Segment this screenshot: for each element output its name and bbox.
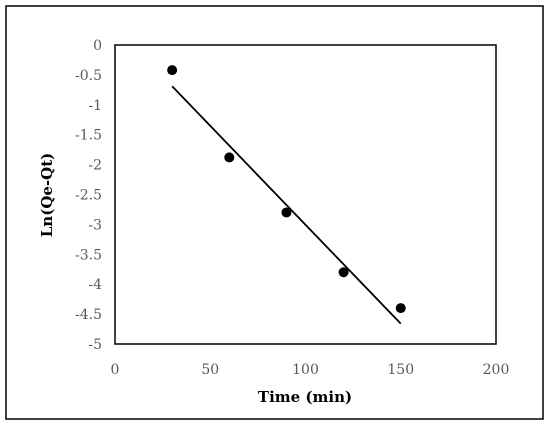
y-tick-label: -2.5 bbox=[75, 188, 102, 204]
x-tick-label: 100 bbox=[292, 362, 319, 378]
x-tick-label: 200 bbox=[483, 362, 510, 378]
plot-area-border bbox=[114, 44, 497, 345]
y-tick-label: -4 bbox=[88, 277, 102, 293]
y-tick-label: -1.5 bbox=[75, 128, 102, 144]
y-tick-label: -0.5 bbox=[75, 68, 102, 84]
data-point bbox=[338, 267, 349, 278]
y-axis-tick-labels: 0 -0.5 -1 -1.5 -2 -2.5 -3 -3.5 -4 -4.5 -5 bbox=[75, 38, 102, 353]
data-point bbox=[224, 152, 235, 163]
data-point bbox=[395, 303, 406, 314]
y-tick-label: -2 bbox=[88, 158, 102, 174]
y-axis-title: Ln(Qe-Qt) bbox=[38, 153, 56, 237]
y-tick-label: -4.5 bbox=[75, 307, 102, 323]
y-tick-label: -5 bbox=[88, 337, 102, 353]
x-axis-title: Time (min) bbox=[258, 388, 352, 406]
trendline bbox=[171, 85, 402, 325]
x-tick-label: 0 bbox=[111, 362, 120, 378]
chart-outer-border bbox=[5, 5, 544, 420]
y-tick-label: -1 bbox=[88, 98, 102, 114]
x-tick-label: 150 bbox=[387, 362, 414, 378]
y-tick-label: 0 bbox=[93, 38, 102, 54]
data-point bbox=[167, 65, 178, 76]
x-tick-label: 50 bbox=[201, 362, 219, 378]
x-axis-tick-labels: 0 50 100 150 200 bbox=[111, 362, 510, 378]
data-point bbox=[281, 207, 292, 218]
y-tick-label: -3.5 bbox=[75, 247, 102, 263]
series-layer bbox=[167, 65, 406, 325]
y-tick-label: -3 bbox=[88, 217, 102, 233]
